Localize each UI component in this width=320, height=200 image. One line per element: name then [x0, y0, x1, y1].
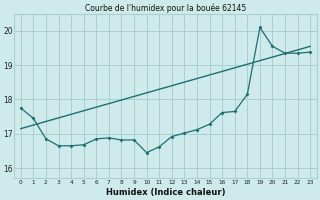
- Title: Courbe de l'humidex pour la bouée 62145: Courbe de l'humidex pour la bouée 62145: [85, 3, 246, 13]
- X-axis label: Humidex (Indice chaleur): Humidex (Indice chaleur): [106, 188, 225, 197]
